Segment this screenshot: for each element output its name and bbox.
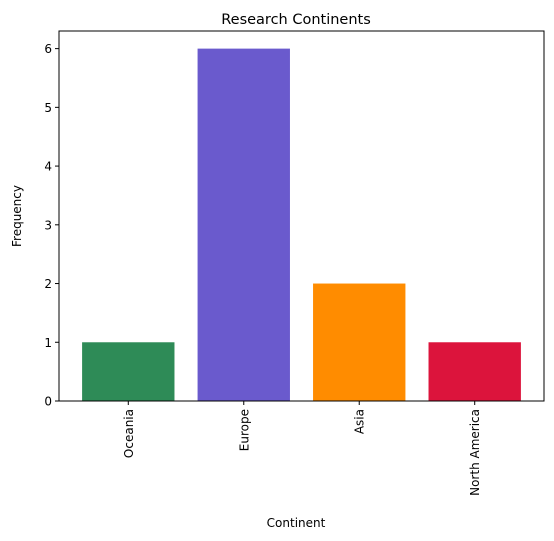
x-tick-label: Oceania [122, 409, 136, 458]
y-tick-label: 6 [44, 42, 52, 56]
bar-europe [197, 48, 290, 401]
y-tick-label: 3 [44, 218, 52, 232]
y-tick-label: 2 [44, 277, 52, 291]
x-axis-ticks: Oceania Europe Asia North America [122, 401, 482, 496]
y-tick-label: 1 [44, 336, 52, 350]
y-axis-ticks: 0 1 2 3 4 5 6 [44, 42, 59, 409]
plot-frame [58, 30, 545, 402]
x-tick-label: Asia [353, 409, 367, 434]
bar-north-america [428, 342, 521, 401]
y-axis-label: Frequency [10, 185, 24, 247]
chart-title: Research Continents [221, 12, 371, 28]
bar-asia [313, 283, 406, 401]
x-tick-label: Europe [237, 409, 251, 451]
y-tick-label: 5 [44, 101, 52, 115]
bar-oceania [82, 342, 175, 401]
y-tick-label: 0 [44, 395, 52, 409]
x-tick-label: North America [468, 409, 482, 496]
x-axis-label: Continent [267, 516, 326, 530]
y-tick-label: 4 [44, 160, 52, 174]
bars [82, 48, 521, 401]
